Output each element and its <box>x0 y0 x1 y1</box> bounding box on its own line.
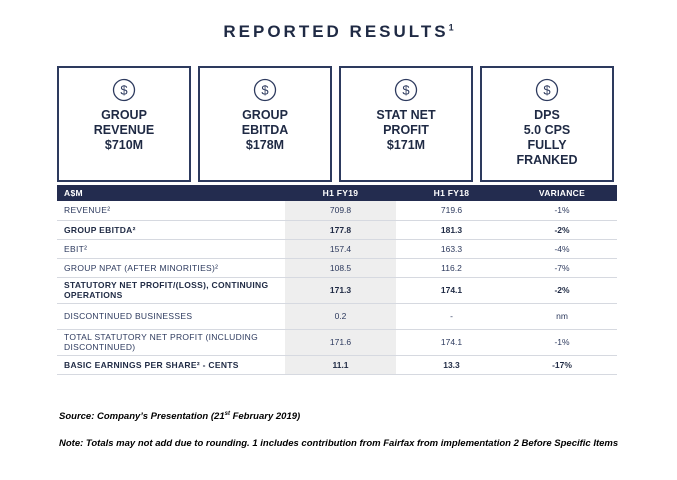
row-label: GROUP EBITDA² <box>57 220 285 240</box>
svg-text:$: $ <box>261 83 269 98</box>
row-label: DISCONTINUED BUSINESSES <box>57 303 285 330</box>
row-label: REVENUE² <box>57 201 285 221</box>
svg-text:$: $ <box>120 83 128 98</box>
svg-text:$: $ <box>402 83 410 98</box>
kpi-line: 5.0 CPS <box>523 123 571 137</box>
cell-h1fy18: 116.2 <box>396 258 507 278</box>
dollar-circle-icon: $ <box>253 78 277 102</box>
kpi-line: GROUP <box>101 108 147 122</box>
cell-variance: -17% <box>507 355 617 375</box>
table-row: STATUTORY NET PROFIT/(LOSS), CONTINUING … <box>57 277 617 304</box>
cell-variance: -1% <box>507 201 617 221</box>
kpi-value: $171M <box>386 138 426 152</box>
title-footnote-mark: 1 <box>448 22 454 33</box>
kpi-line: DPS <box>534 108 560 122</box>
page-title-text: REPORTED RESULTS <box>223 22 449 41</box>
table-row: BASIC EARNINGS PER SHARE² - CENTS 11.1 1… <box>57 355 617 375</box>
table-header-row: A$M H1 FY19 H1 FY18 VARIANCE <box>57 185 617 201</box>
cell-h1fy18: 163.3 <box>396 239 507 259</box>
cell-h1fy19: 157.4 <box>285 239 396 259</box>
cell-variance: -2% <box>507 277 617 304</box>
kpi-line: REVENUE <box>93 123 155 137</box>
kpi-card-text: GROUP EBITDA $178M <box>200 108 330 153</box>
dollar-circle-icon: $ <box>535 78 559 102</box>
kpi-line: STAT NET <box>376 108 436 122</box>
table-row: REVENUE² 709.8 719.6 -1% <box>57 201 617 221</box>
cell-h1fy18: 174.1 <box>396 277 507 304</box>
source-note: Source: Company’s Presentation (21st Feb… <box>59 411 659 422</box>
results-table: A$M H1 FY19 H1 FY18 VARIANCE REVENUE² 70… <box>57 185 617 375</box>
column-header: H1 FY18 <box>396 185 507 201</box>
kpi-card-stat-net-profit: $ STAT NET PROFIT $171M <box>339 66 473 182</box>
source-ordinal: st <box>224 411 230 417</box>
cell-h1fy19: 171.6 <box>285 329 396 356</box>
cell-variance: nm <box>507 303 617 330</box>
kpi-line: FRANKED <box>516 153 578 167</box>
footnote: Note: Totals may not add due to rounding… <box>59 438 619 449</box>
kpi-card-revenue: $ GROUP REVENUE $710M <box>57 66 191 182</box>
cell-h1fy18: - <box>396 303 507 330</box>
kpi-line: PROFIT <box>383 123 429 137</box>
kpi-value: $710M <box>104 138 144 152</box>
cell-variance: -1% <box>507 329 617 356</box>
kpi-line: FULLY <box>527 138 567 152</box>
cell-h1fy18: 719.6 <box>396 201 507 221</box>
row-label: TOTAL STATUTORY NET PROFIT (INCLUDING DI… <box>57 329 285 356</box>
svg-text:$: $ <box>543 83 551 98</box>
dollar-circle-icon: $ <box>112 78 136 102</box>
column-header: A$M <box>57 185 285 201</box>
cell-h1fy19: 177.8 <box>285 220 396 240</box>
cell-h1fy19: 171.3 <box>285 277 396 304</box>
table-row: GROUP EBITDA² 177.8 181.3 -2% <box>57 220 617 240</box>
table-row: TOTAL STATUTORY NET PROFIT (INCLUDING DI… <box>57 329 617 356</box>
kpi-line: EBITDA <box>241 123 289 137</box>
table-row: EBIT² 157.4 163.3 -4% <box>57 239 617 259</box>
cell-h1fy19: 709.8 <box>285 201 396 221</box>
kpi-value: $178M <box>245 138 285 152</box>
table-row: GROUP NPAT (AFTER MINORITIES)² 108.5 116… <box>57 258 617 278</box>
cell-variance: -7% <box>507 258 617 278</box>
row-label: BASIC EARNINGS PER SHARE² - CENTS <box>57 355 285 375</box>
cell-h1fy19: 0.2 <box>285 303 396 330</box>
cell-h1fy18: 181.3 <box>396 220 507 240</box>
kpi-card-text: DPS 5.0 CPS FULLY FRANKED <box>482 108 612 168</box>
cell-h1fy18: 174.1 <box>396 329 507 356</box>
row-label: GROUP NPAT (AFTER MINORITIES)² <box>57 258 285 278</box>
kpi-card-dps: $ DPS 5.0 CPS FULLY FRANKED <box>480 66 614 182</box>
table-row: DISCONTINUED BUSINESSES 0.2 - nm <box>57 303 617 330</box>
cell-variance: -2% <box>507 220 617 240</box>
cell-h1fy19: 11.1 <box>285 355 396 375</box>
row-label: EBIT² <box>57 239 285 259</box>
cell-h1fy18: 13.3 <box>396 355 507 375</box>
column-header: H1 FY19 <box>285 185 396 201</box>
source-text-end: February 2019) <box>229 411 301 423</box>
cell-variance: -4% <box>507 239 617 259</box>
kpi-card-text: STAT NET PROFIT $171M <box>341 108 471 153</box>
kpi-cards: $ GROUP REVENUE $710M $ GROUP EBITDA $17… <box>57 66 617 182</box>
source-text: Source: Company’s Presentation (21 <box>59 411 225 423</box>
column-header: VARIANCE <box>507 185 617 201</box>
dollar-circle-icon: $ <box>394 78 418 102</box>
cell-h1fy19: 108.5 <box>285 258 396 278</box>
kpi-card-ebitda: $ GROUP EBITDA $178M <box>198 66 332 182</box>
kpi-card-text: GROUP REVENUE $710M <box>59 108 189 153</box>
row-label: STATUTORY NET PROFIT/(LOSS), CONTINUING … <box>57 277 285 304</box>
page-title: REPORTED RESULTS1 <box>0 22 677 42</box>
kpi-line: GROUP <box>242 108 288 122</box>
